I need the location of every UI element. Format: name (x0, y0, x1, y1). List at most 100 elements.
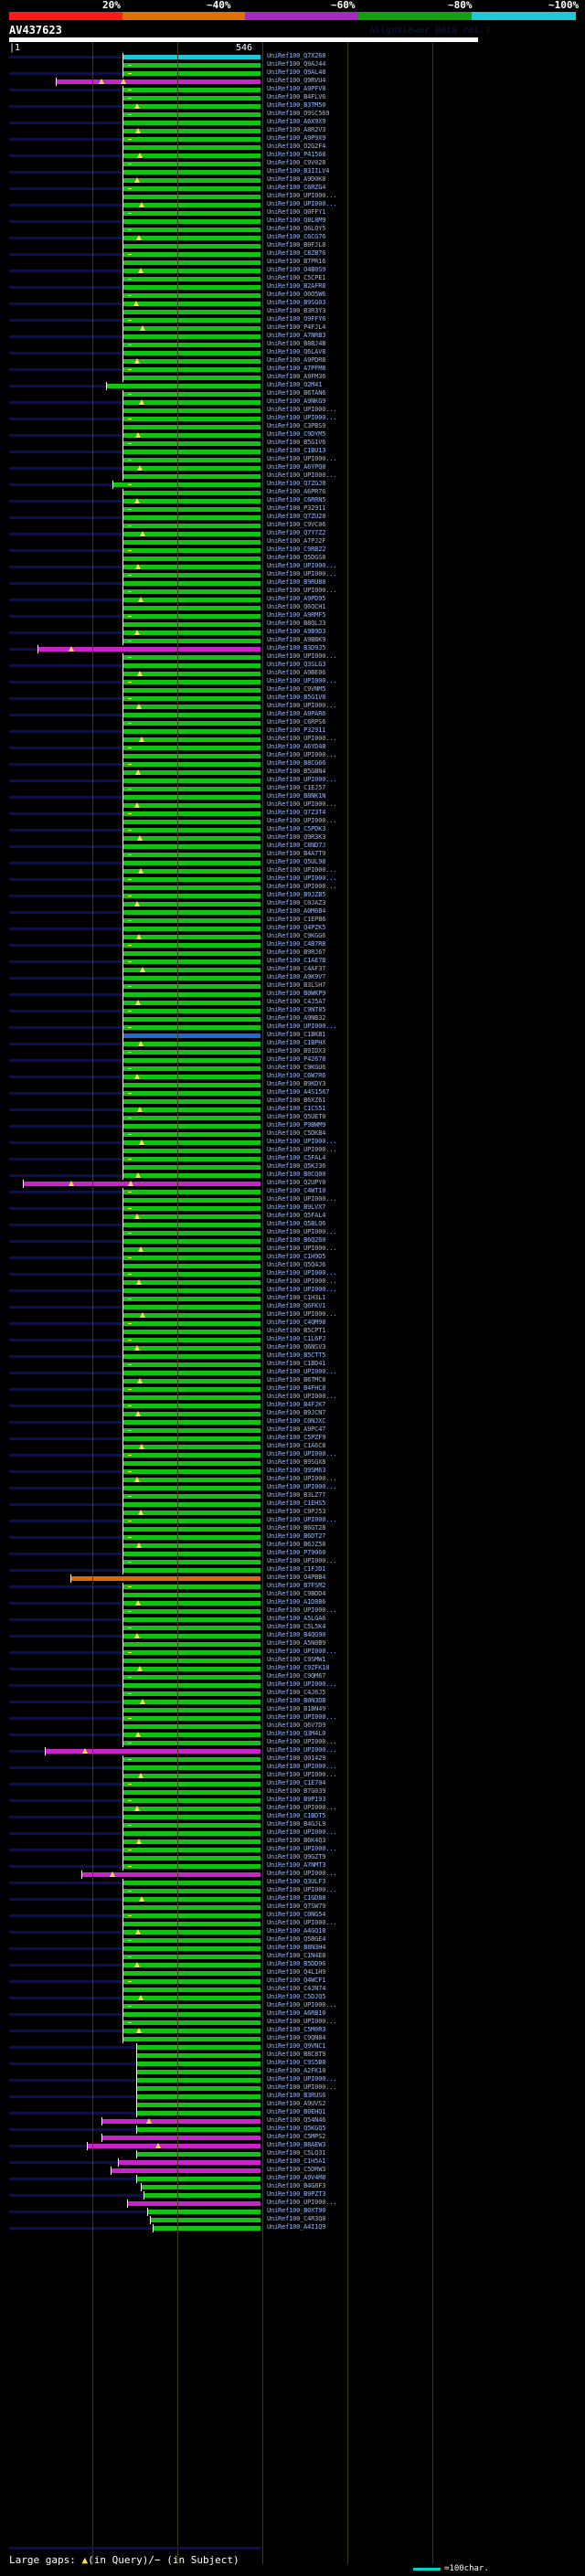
hit-accession-label[interactable]: UniRef100_B3LZ77 (267, 1491, 326, 1499)
hit-row[interactable]: UniRef100_C4AF37 (0, 965, 585, 974)
hit-accession-label[interactable]: UniRef100_C9NT85 (267, 1006, 326, 1013)
alignment-bar[interactable] (123, 1066, 261, 1071)
hit-row[interactable]: UniRef100_UPI000... (0, 751, 585, 760)
alignment-bar[interactable] (123, 663, 261, 668)
hit-row[interactable]: UniRef100_C4JN74 (0, 1985, 585, 1994)
hit-accession-label[interactable]: UniRef100_UPI000... (267, 1023, 337, 1030)
hit-row[interactable]: UniRef100_B5G1V8 (0, 694, 585, 703)
hit-row[interactable]: UniRef100_A5N0B9 (0, 1639, 585, 1648)
hit-row[interactable]: UniRef100_B8C8T9 (0, 2051, 585, 2060)
hit-accession-label[interactable]: UniRef100_UPI000... (267, 776, 337, 783)
hit-row[interactable]: UniRef100_UPI000... (0, 1870, 585, 1879)
hit-row[interactable]: UniRef100_B0WKP9 (0, 990, 585, 999)
alignment-bar[interactable] (123, 1560, 261, 1564)
hit-row[interactable]: UniRef100_Q9SM63 (0, 1467, 585, 1476)
alignment-bar[interactable] (123, 1272, 261, 1277)
hit-row[interactable]: UniRef100_O4PBB4 (0, 1574, 585, 1583)
hit-accession-label[interactable]: UniRef100_A9NKG9 (267, 398, 326, 405)
hit-row[interactable]: UniRef100_C5DRW3 (0, 2166, 585, 2175)
hit-row[interactable]: UniRef100_UPI000... (0, 472, 585, 481)
hit-row[interactable]: UniRef100_C5CPE1 (0, 274, 585, 283)
alignment-bar[interactable] (137, 2086, 261, 2091)
hit-row[interactable]: UniRef100_C0NG54 (0, 1911, 585, 1920)
hit-accession-label[interactable]: UniRef100_UPI000... (267, 1557, 337, 1564)
hit-accession-label[interactable]: UniRef100_C4B7RB (267, 940, 326, 948)
alignment-bar[interactable] (123, 1239, 261, 1244)
hit-row[interactable]: UniRef100_B4A7T9 (0, 850, 585, 859)
hit-row[interactable]: UniRef100_UPI000... (0, 2075, 585, 2084)
hit-row[interactable]: UniRef100_C9V028 (0, 159, 585, 168)
hit-row[interactable]: UniRef100_B8QLJ3 (0, 620, 585, 629)
alignment-bar[interactable] (123, 433, 261, 438)
alignment-bar[interactable] (123, 853, 261, 857)
hit-accession-label[interactable]: UniRef100_UPI000... (267, 1245, 337, 1252)
alignment-bar[interactable] (123, 1330, 261, 1334)
alignment-bar[interactable] (123, 112, 261, 117)
alignment-bar[interactable] (123, 1247, 261, 1252)
hit-row[interactable]: UniRef100_A7PFM8 (0, 365, 585, 374)
alignment-bar[interactable] (123, 1511, 261, 1515)
alignment-bar[interactable] (123, 622, 261, 627)
alignment-bar[interactable] (123, 688, 261, 693)
hit-accession-label[interactable]: UniRef100_UPI000... (267, 883, 337, 890)
alignment-bar[interactable] (123, 927, 261, 931)
hit-accession-label[interactable]: UniRef100_C1AE7B (267, 957, 326, 964)
hit-accession-label[interactable]: UniRef100_UPI000... (267, 1713, 337, 1721)
alignment-bar[interactable] (123, 351, 261, 355)
hit-accession-label[interactable]: UniRef100_O2M41 (267, 381, 323, 388)
hit-accession-label[interactable]: UniRef100_B9IDX3 (267, 1047, 326, 1055)
alignment-bar[interactable] (123, 885, 261, 890)
alignment-bar[interactable] (123, 1585, 261, 1589)
hit-accession-label[interactable]: UniRef100_A6RB10 (267, 2009, 326, 2017)
hit-accession-label[interactable]: UniRef100_C1E704 (267, 1779, 326, 1786)
hit-accession-label[interactable]: UniRef100_O0O5W6 (267, 291, 326, 298)
alignment-bar[interactable] (123, 1650, 261, 1655)
hit-accession-label[interactable]: UniRef100_A9D0K8 (267, 175, 326, 183)
hit-accession-label[interactable]: UniRef100_Q9AJ44 (267, 60, 326, 68)
alignment-bar[interactable] (123, 367, 261, 372)
hit-row[interactable]: UniRef100_B6DT27 (0, 1532, 585, 1542)
hit-row[interactable]: UniRef100_A9PAR6 (0, 710, 585, 719)
alignment-bar[interactable] (128, 2201, 261, 2206)
hit-row[interactable]: UniRef100_Q9GZT9 (0, 1853, 585, 1862)
alignment-bar[interactable] (123, 236, 261, 240)
alignment-bar[interactable] (123, 1552, 261, 1556)
alignment-bar[interactable] (123, 639, 261, 643)
hit-row[interactable]: UniRef100_C5M0R3 (0, 2026, 585, 2035)
hit-accession-label[interactable]: UniRef100_Q6LQY5 (267, 225, 326, 232)
hit-row[interactable]: UniRef100_B9PZT3 (0, 2190, 585, 2200)
hit-row[interactable]: UniRef100_UPI000... (0, 1475, 585, 1484)
hit-row[interactable]: UniRef100_C4QM98 (0, 1319, 585, 1328)
hit-accession-label[interactable]: UniRef100_UPI000... (267, 1763, 337, 1770)
hit-row[interactable]: UniRef100_Q6LAV8 (0, 348, 585, 357)
hit-accession-label[interactable]: UniRef100_Q6LAV8 (267, 348, 326, 355)
hit-accession-label[interactable]: UniRef100_C5CPE1 (267, 274, 326, 281)
hit-accession-label[interactable]: UniRef100_B9LVX7 (267, 1203, 326, 1211)
hit-accession-label[interactable]: UniRef100_B3LSH7 (267, 981, 326, 989)
alignment-bar[interactable] (123, 1017, 261, 1022)
hit-row[interactable]: UniRef100_Q5BLQ6 (0, 1220, 585, 1229)
hit-row[interactable]: UniRef100_B8CG66 (0, 759, 585, 769)
hit-accession-label[interactable]: UniRef100_B9RJ67 (267, 949, 326, 956)
alignment-bar[interactable] (123, 992, 261, 997)
alignment-bar[interactable] (137, 2111, 261, 2115)
hit-row[interactable]: UniRef100_B8NK1N (0, 792, 585, 801)
hit-accession-label[interactable]: UniRef100_UPI000... (267, 562, 337, 569)
hit-accession-label[interactable]: UniRef100_P9BWM9 (267, 1121, 326, 1129)
alignment-bar[interactable] (123, 795, 261, 800)
alignment-bar[interactable] (123, 1955, 261, 1959)
hit-row[interactable]: UniRef100_C9VNM5 (0, 685, 585, 694)
alignment-bar[interactable] (123, 1609, 261, 1614)
hit-accession-label[interactable]: UniRef100_C1BPHX (267, 1039, 326, 1046)
hit-accession-label[interactable]: UniRef100_C0JAZ3 (267, 899, 326, 906)
hit-accession-label[interactable]: UniRef100_A9V4M8 (267, 2174, 326, 2181)
hit-accession-label[interactable]: UniRef100_Q5UET0 (267, 1113, 326, 1120)
hit-row[interactable]: UniRef100_UPI000... (0, 406, 585, 415)
alignment-bar[interactable] (123, 1214, 261, 1219)
hit-accession-label[interactable]: UniRef100_UPI000... (267, 2083, 337, 2091)
hit-row[interactable]: UniRef100_B7PR16 (0, 258, 585, 267)
alignment-bar[interactable] (123, 1486, 261, 1490)
hit-accession-label[interactable]: UniRef100_UPI000... (267, 192, 337, 199)
alignment-bar[interactable] (123, 943, 261, 948)
hit-row[interactable]: UniRef100_A9K9V7 (0, 973, 585, 982)
